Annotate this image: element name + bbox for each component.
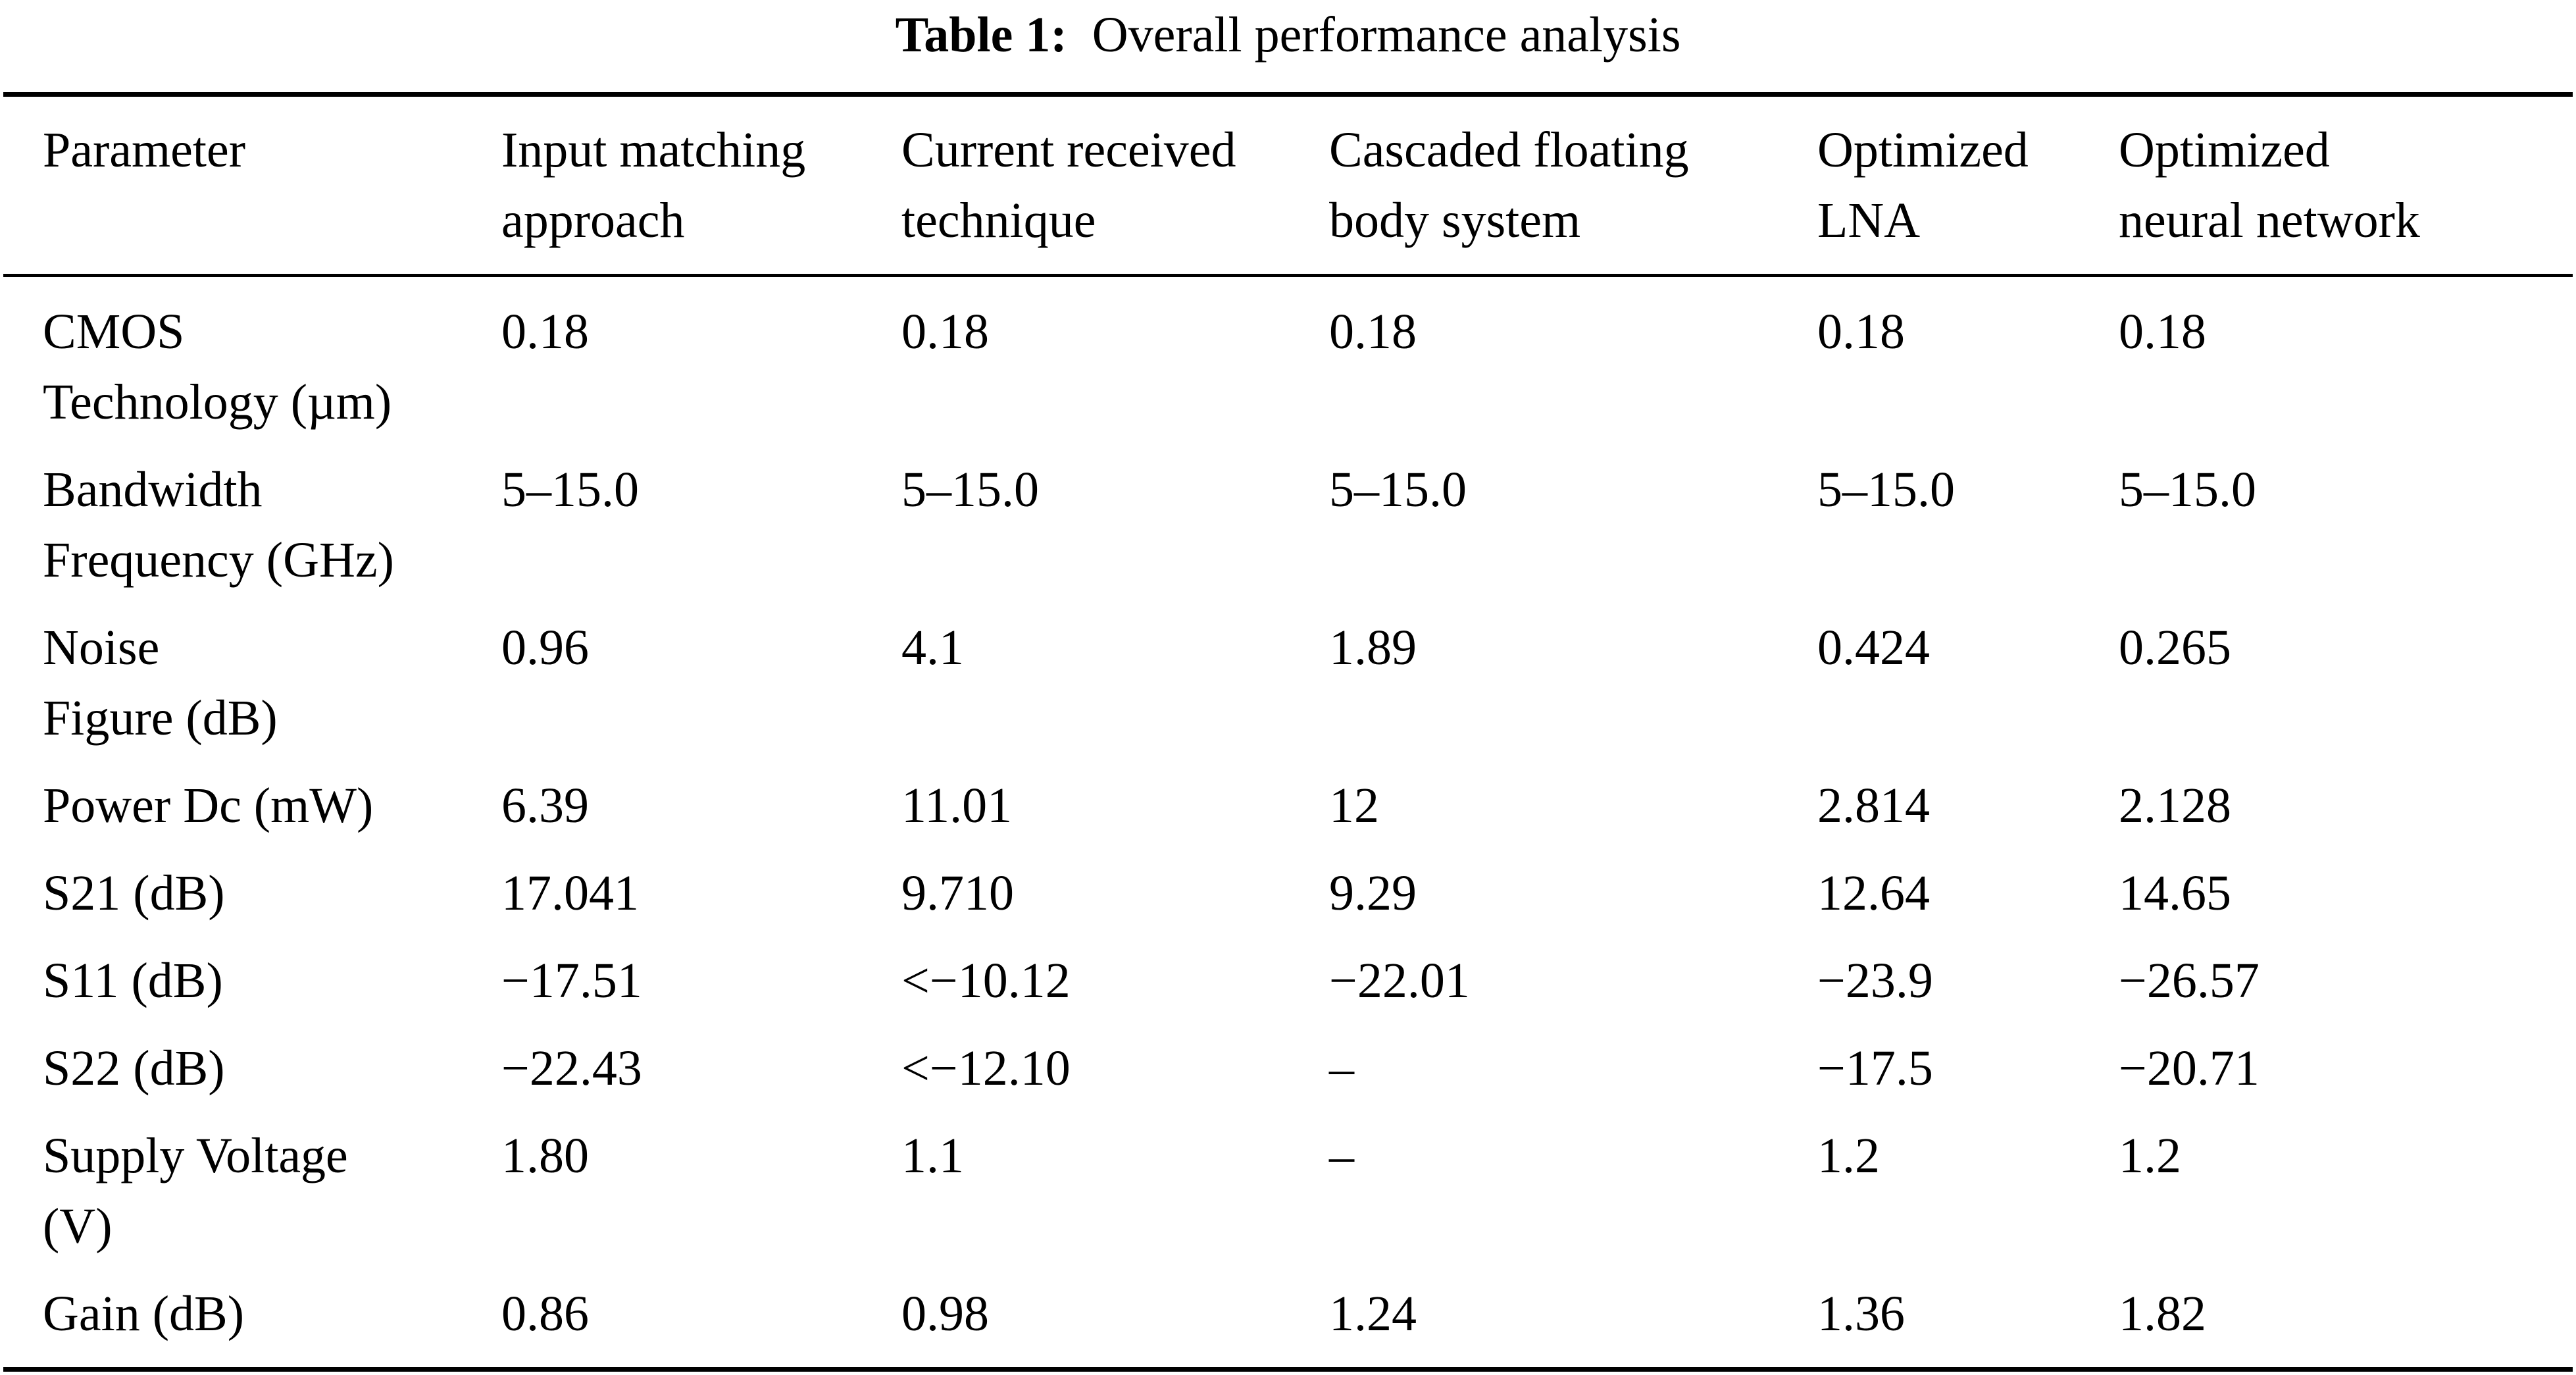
value-cell: 5–15.0 xyxy=(2119,462,2256,517)
column-header: Parameter xyxy=(43,122,246,178)
table-row: CMOS Technology (µm) 0.18 0.18 0.18 0.18 0.18 xyxy=(3,276,2573,447)
value-cell: – xyxy=(1329,1128,1354,1183)
table-row: S11 (dB) −17.51 <−10.12 −22.01 −23.9 −26.57 xyxy=(3,937,2573,1025)
value-cell: 0.18 xyxy=(2119,304,2206,359)
value-cell: 1.2 xyxy=(1817,1128,1880,1183)
value-cell: 1.1 xyxy=(901,1128,964,1183)
value-cell: 1.36 xyxy=(1817,1286,1905,1341)
value-cell: 0.18 xyxy=(1817,304,1905,359)
value-cell: 0.18 xyxy=(501,304,589,359)
value-cell: 9.29 xyxy=(1329,866,1417,921)
table-row: Bandwidth Frequency (GHz) 5–15.0 5–15.0 5–1… xyxy=(3,446,2573,604)
value-cell: −17.5 xyxy=(1817,1041,1933,1096)
value-cell: 0.18 xyxy=(1329,304,1417,359)
parameter-cell: Gain (dB) xyxy=(43,1286,245,1341)
table-title: Overall performance analysis xyxy=(1092,7,1681,63)
value-cell: 11.01 xyxy=(901,778,1013,833)
table-label: Table 1: xyxy=(895,7,1067,63)
value-cell: 0.86 xyxy=(501,1286,589,1341)
table-row: S22 (dB) −22.43 <−12.10 – −17.5 −20.71 xyxy=(3,1025,2573,1112)
value-cell: 2.128 xyxy=(2119,778,2231,833)
value-cell: −20.71 xyxy=(2119,1041,2260,1096)
value-cell: 5–15.0 xyxy=(501,462,639,517)
table-row: S21 (dB) 17.041 9.710 9.29 12.64 14.65 xyxy=(3,850,2573,937)
parameter-cell: S11 (dB) xyxy=(43,953,223,1008)
value-cell: −22.43 xyxy=(501,1041,642,1096)
value-cell: 1.82 xyxy=(2119,1286,2206,1341)
value-cell: 5–15.0 xyxy=(901,462,1039,517)
value-cell: 0.18 xyxy=(901,304,989,359)
value-cell: <−12.10 xyxy=(901,1041,1071,1096)
value-cell: 12 xyxy=(1329,778,1379,833)
value-cell: 0.265 xyxy=(2119,620,2231,675)
parameter-cell: Noise Figure (dB) xyxy=(43,620,278,746)
value-cell: <−10.12 xyxy=(901,953,1071,1008)
table-row: Supply Voltage (V) 1.80 1.1 – 1.2 1.2 xyxy=(3,1112,2573,1270)
table-caption: Table 1: Overall performance analysis xyxy=(0,5,2576,65)
value-cell: 14.65 xyxy=(2119,866,2231,921)
column-header: Cascaded floating body system xyxy=(1329,122,1689,248)
value-cell: 1.24 xyxy=(1329,1286,1417,1341)
value-cell: 1.80 xyxy=(501,1128,589,1183)
column-header: Input matching approach xyxy=(501,122,806,248)
column-header: Optimized LNA xyxy=(1817,122,2029,248)
value-cell: 0.98 xyxy=(901,1286,989,1341)
value-cell: 1.2 xyxy=(2119,1128,2181,1183)
parameter-cell: Power Dc (mW) xyxy=(43,778,374,833)
value-cell: 12.64 xyxy=(1817,866,1930,921)
performance-table: Parameter Input matching approach Current … xyxy=(3,92,2573,1372)
value-cell: 0.424 xyxy=(1817,620,1930,675)
column-header: Current received technique xyxy=(901,122,1236,248)
value-cell: 9.710 xyxy=(901,866,1014,921)
parameter-cell: CMOS Technology (µm) xyxy=(43,304,392,430)
parameter-cell: Bandwidth Frequency (GHz) xyxy=(43,462,394,588)
table-row: Noise Figure (dB) 0.96 4.1 1.89 0.424 0.265 xyxy=(3,604,2573,762)
value-cell: −17.51 xyxy=(501,953,642,1008)
value-cell: 5–15.0 xyxy=(1817,462,1955,517)
value-cell: 1.89 xyxy=(1329,620,1417,675)
table-row: Power Dc (mW) 6.39 11.01 12 2.814 2.128 xyxy=(3,762,2573,850)
value-cell: – xyxy=(1329,1041,1354,1096)
value-cell: 4.1 xyxy=(901,620,964,675)
value-cell: 2.814 xyxy=(1817,778,1930,833)
value-cell: 0.96 xyxy=(501,620,589,675)
value-cell: −26.57 xyxy=(2119,953,2260,1008)
table-row: Gain (dB) 0.86 0.98 1.24 1.36 1.82 xyxy=(3,1270,2573,1370)
value-cell: −22.01 xyxy=(1329,953,1470,1008)
value-cell: 6.39 xyxy=(501,778,589,833)
value-cell: 17.041 xyxy=(501,866,639,921)
value-cell: 5–15.0 xyxy=(1329,462,1467,517)
header-row: Parameter Input matching approach Current … xyxy=(3,94,2573,276)
parameter-cell: Supply Voltage (V) xyxy=(43,1128,348,1254)
parameter-cell: S22 (dB) xyxy=(43,1041,225,1096)
column-header: Optimized neural network xyxy=(2119,122,2420,248)
value-cell: −23.9 xyxy=(1817,953,1933,1008)
parameter-cell: S21 (dB) xyxy=(43,866,225,921)
